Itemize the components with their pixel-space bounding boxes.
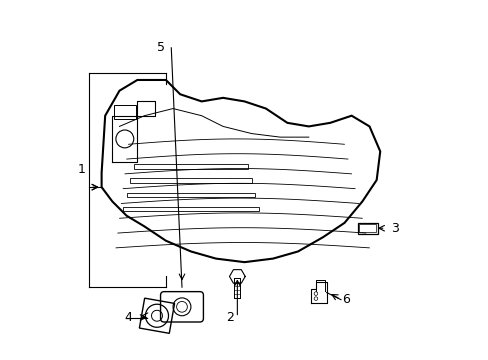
Text: 6: 6 bbox=[342, 293, 349, 306]
Text: 1: 1 bbox=[78, 163, 86, 176]
Bar bbox=[126, 193, 255, 197]
Bar bbox=[114, 105, 135, 119]
Text: 4: 4 bbox=[124, 311, 132, 324]
Text: 5: 5 bbox=[156, 41, 164, 54]
Bar bbox=[357, 223, 377, 234]
Bar bbox=[130, 178, 251, 183]
Text: 2: 2 bbox=[226, 311, 234, 324]
Bar bbox=[359, 224, 375, 232]
Bar bbox=[123, 207, 258, 211]
Bar bbox=[139, 298, 174, 333]
Bar bbox=[134, 164, 247, 168]
Text: 3: 3 bbox=[390, 222, 398, 235]
